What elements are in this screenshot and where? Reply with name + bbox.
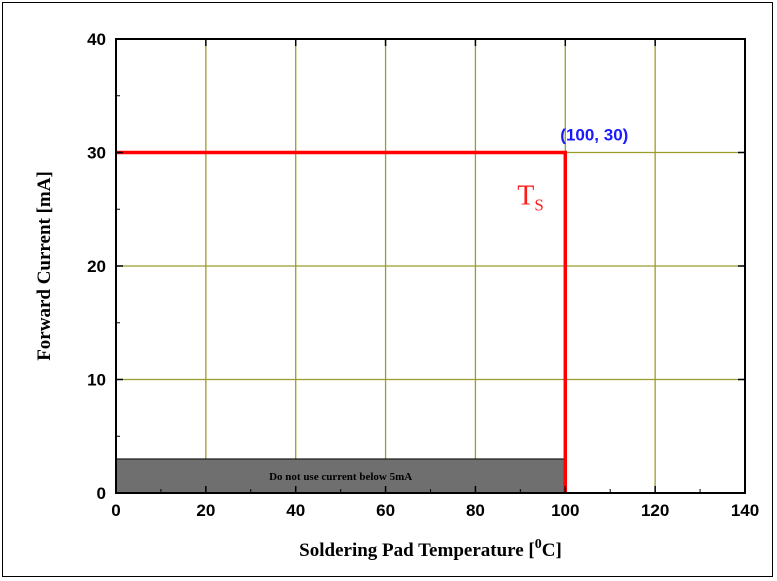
x-tick-label-40: 40: [286, 501, 305, 520]
grid-lines: [116, 39, 745, 493]
ts-annotation: TS: [517, 181, 544, 215]
x-axis-title-main: Soldering Pad Temperature [: [299, 540, 535, 561]
y-tick-label-0: 0: [97, 484, 106, 503]
y-tick-label-30: 30: [87, 144, 106, 163]
ts-annotation-main: T: [517, 181, 534, 212]
x-tick-label-0: 0: [111, 501, 120, 520]
x-tick-label-80: 80: [466, 501, 485, 520]
x-tick-label-140: 140: [731, 501, 759, 520]
x-tick-label-120: 120: [641, 501, 669, 520]
x-axis-title: Soldering Pad Temperature [0C]: [299, 537, 562, 561]
x-axis-title-sup: 0: [535, 537, 542, 552]
no-use-region-label: Do not use current below 5mA: [269, 471, 412, 483]
x-tick-label-60: 60: [376, 501, 395, 520]
y-tick-labels: 0 10 20 30 40: [87, 30, 106, 503]
axis-ticks: [115, 38, 746, 494]
x-tick-labels: 0 20 40 60 80 100 120 140: [111, 501, 759, 520]
x-axis-title-end: C]: [542, 540, 562, 561]
ts-annotation-sub: S: [534, 196, 543, 215]
y-tick-label-40: 40: [87, 30, 106, 49]
point-annotation: (100, 30): [560, 126, 628, 145]
x-tick-label-20: 20: [196, 501, 215, 520]
series-line: [116, 150, 568, 493]
y-tick-label-20: 20: [87, 257, 106, 276]
x-tick-label-100: 100: [551, 501, 579, 520]
y-axis-title: Forward Current [mA]: [34, 171, 55, 361]
y-tick-label-10: 10: [87, 371, 106, 390]
